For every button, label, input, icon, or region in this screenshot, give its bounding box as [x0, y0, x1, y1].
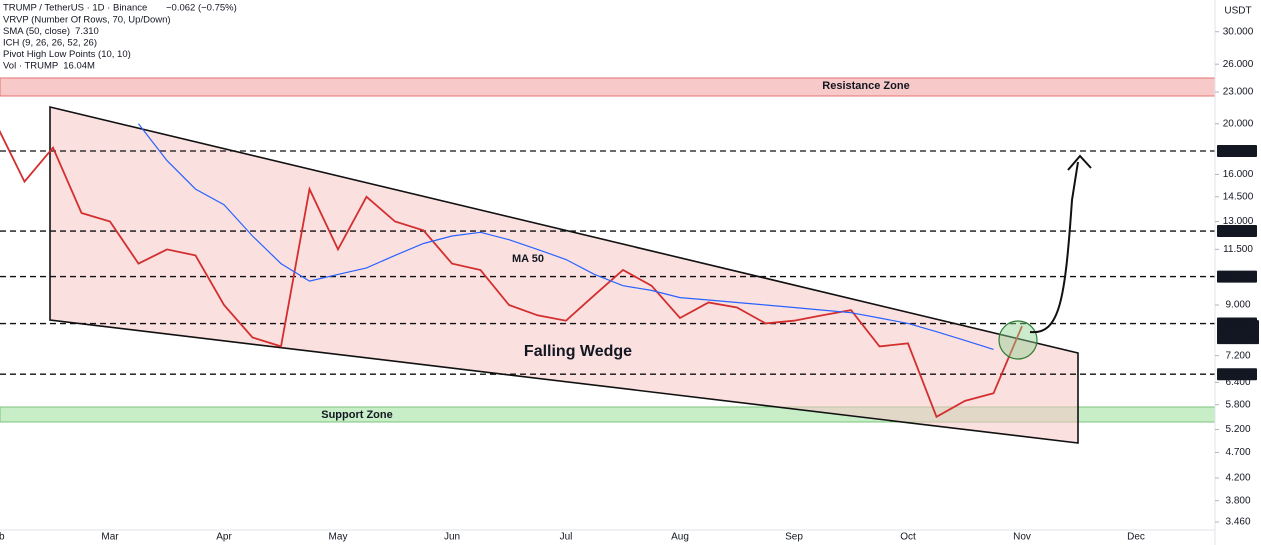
- y-tick-label: 23.000: [1223, 87, 1254, 98]
- y-tick-label: 13.000: [1223, 216, 1254, 227]
- x-tick-label: Feb: [0, 532, 5, 543]
- indicator-value: 7.310: [75, 26, 99, 37]
- x-tick-label: Oct: [900, 532, 916, 543]
- y-tick-label: 7.200: [1225, 350, 1250, 361]
- falling-wedge: [49, 105, 1079, 444]
- x-tick-label: Sep: [785, 532, 803, 543]
- y-tick-label: 16.000: [1223, 169, 1254, 180]
- indicator-value: 16.04M: [63, 61, 95, 72]
- y-tick-label: 5.800: [1225, 399, 1250, 410]
- ma-label: MA 50: [512, 253, 544, 265]
- y-tick-label: 4.200: [1225, 473, 1250, 484]
- indicator-name: Pivot High Low Points (10, 10): [3, 49, 131, 60]
- x-tick-label: Nov: [1013, 532, 1031, 543]
- x-tick-label: Aug: [671, 532, 689, 543]
- resistance-label: Resistance Zone: [822, 80, 909, 92]
- price-tag-timer: 13:12:59: [1220, 331, 1255, 341]
- arrow-head: [1067, 154, 1092, 171]
- level-label: 17.737: [1222, 146, 1253, 157]
- level-tag: [1217, 225, 1257, 238]
- support-label: Support Zone: [321, 409, 393, 421]
- x-tick-label: May: [329, 532, 348, 543]
- y-tick-label: 30.000: [1223, 26, 1254, 37]
- currency: USDT: [1224, 6, 1251, 17]
- y-tick-label: 9.000: [1225, 300, 1250, 311]
- projection-arrow: [1029, 161, 1079, 334]
- y-tick-label: 26.000: [1223, 59, 1254, 70]
- y-tick-label: 14.500: [1223, 191, 1254, 202]
- indicator-name: ICH (9, 26, 26, 52, 26): [3, 38, 97, 49]
- breakout-circle: [998, 320, 1038, 360]
- level-tag: [1217, 145, 1257, 158]
- y-tick-label: 6.400: [1225, 377, 1250, 388]
- price-tag-label: 8.201: [1224, 321, 1249, 332]
- level-tag: [1217, 368, 1257, 381]
- y-tick-label: 4.700: [1225, 447, 1250, 458]
- y-tick-label: 11.500: [1223, 244, 1253, 255]
- y-tick-label: 3.800: [1225, 495, 1250, 506]
- level-tag: [1217, 270, 1257, 283]
- price-line: [0, 129, 1023, 419]
- ma-line: [138, 123, 994, 350]
- indicator-name: SMA (50, close): [3, 26, 70, 37]
- indicator-name: VRVP (Number Of Rows, 70, Up/Down): [3, 15, 171, 26]
- symbol-title: TRUMP / TetherUS · 1D · Binance: [3, 3, 147, 14]
- plot-area: [0, 123, 1215, 419]
- level-label: 6.635: [1224, 369, 1249, 380]
- x-tick-label: Jul: [560, 532, 573, 543]
- legend: TRUMP / TetherUS · 1D · Binance −0.062 (…: [3, 3, 237, 72]
- pattern-label: Falling Wedge: [524, 343, 632, 360]
- level-label: 12.467: [1222, 226, 1253, 237]
- resistance-zone: [0, 77, 1216, 97]
- y-tick-label: 20.000: [1223, 118, 1254, 129]
- x-tick-label: Apr: [216, 532, 232, 543]
- price-tag: [1217, 320, 1259, 345]
- y-tick-label: 3.460: [1225, 517, 1250, 528]
- y-tick-label: 5.200: [1225, 424, 1250, 435]
- price-change: −0.062 (−0.75%): [166, 3, 237, 14]
- indicator-name: Vol · TRUMP: [3, 61, 58, 72]
- level-label: 10.201: [1222, 271, 1253, 282]
- x-tick-label: Jun: [444, 532, 460, 543]
- x-tick-label: Mar: [101, 532, 119, 543]
- x-tick-label: Dec: [1127, 532, 1145, 543]
